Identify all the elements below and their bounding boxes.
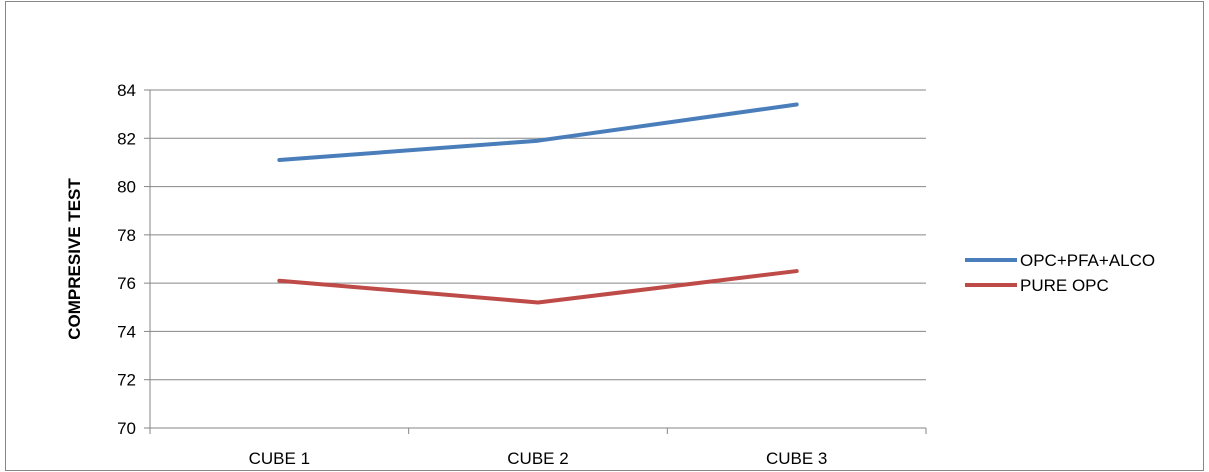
y-tick-label: 82 — [117, 129, 136, 148]
axes — [144, 89, 927, 434]
legend: OPC+PFA+ALCO PURE OPC — [965, 251, 1155, 295]
y-tick-label: 80 — [117, 178, 136, 197]
x-tick-labels: CUBE 1 CUBE 2 CUBE 3 — [249, 449, 828, 468]
y-tick-label: 74 — [117, 322, 136, 341]
x-tick-label: CUBE 2 — [507, 449, 568, 468]
y-tick-label: 78 — [117, 226, 136, 245]
y-tick-label: 84 — [117, 81, 136, 100]
series-line-1 — [277, 102, 799, 163]
x-tick-label: CUBE 1 — [249, 449, 310, 468]
legend-label: PURE OPC — [1020, 276, 1109, 295]
chart-area — [5, 1, 1204, 471]
series-lines — [277, 102, 799, 305]
gridlines — [150, 89, 926, 381]
series-line-2 — [277, 269, 799, 305]
x-tick-label: CUBE 3 — [766, 449, 827, 468]
legend-label: OPC+PFA+ALCO — [1020, 251, 1155, 270]
y-axis-title: COMPRESIVE TEST — [65, 178, 84, 340]
y-tick-label: 76 — [117, 274, 136, 293]
y-tick-label: 72 — [117, 371, 136, 390]
y-tick-label: 70 — [117, 419, 136, 438]
y-tick-labels: 70 72 74 76 78 80 82 84 — [117, 81, 136, 438]
